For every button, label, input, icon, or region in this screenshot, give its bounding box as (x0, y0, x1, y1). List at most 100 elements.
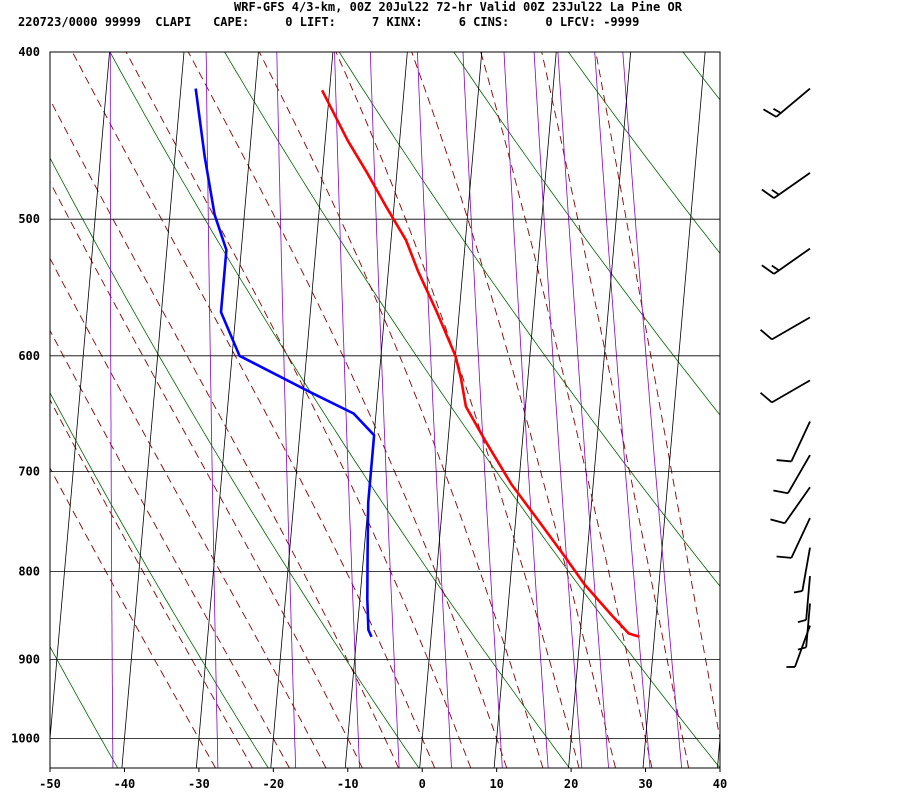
mixing-ratio-line (369, 52, 400, 768)
saturated-adiabat (71, 52, 436, 768)
wind-barb (761, 247, 811, 275)
x-tick-label: -30 (188, 777, 210, 791)
wind-barb-shaft (805, 603, 811, 648)
isotherm (493, 52, 557, 768)
wind-barb-shaft (790, 517, 811, 559)
temperature-line (320, 89, 640, 639)
wind-barb-shaft (775, 87, 811, 118)
wind-barb-feather (776, 555, 792, 559)
saturated-adiabat (258, 52, 544, 768)
wind-barb (770, 486, 811, 525)
dry-adiabat (224, 52, 720, 768)
dry-adiabat (50, 645, 119, 768)
mixing-ratio-line (594, 52, 651, 768)
wind-barb (761, 172, 811, 199)
mixing-ratio-line (462, 52, 503, 768)
y-tick-label: 600 (18, 349, 40, 363)
saturated-adiabat (480, 52, 653, 768)
wind-barb-shaft (771, 316, 811, 341)
wind-barb-shaft (771, 379, 811, 404)
saturated-adiabat (595, 52, 720, 742)
saturated-adiabat (187, 52, 508, 768)
saturated-adiabat (50, 98, 400, 768)
mixing-ratio-line (622, 52, 682, 768)
saturated-adiabat (411, 52, 616, 768)
wind-barb-shaft (801, 547, 811, 592)
sounding-series (194, 88, 640, 639)
y-tick-label: 900 (18, 653, 40, 667)
wind-barb-feather (763, 108, 777, 118)
wind-barb-shaft (773, 172, 811, 199)
isotherm (344, 52, 408, 768)
x-tick-label: 0 (419, 777, 426, 791)
saturated-adiabat (50, 329, 290, 768)
x-tick-label: -40 (114, 777, 136, 791)
wind-barb (776, 421, 811, 463)
x-tick-label: 20 (564, 777, 578, 791)
dry-adiabat (338, 52, 720, 587)
dry-adiabat (682, 52, 720, 101)
x-tick-label: 40 (713, 777, 727, 791)
y-tick-label: 1000 (11, 732, 40, 746)
mixing-ratio-line (109, 52, 114, 768)
mixing-ratio-line (334, 52, 360, 768)
saturated-adiabat (50, 467, 216, 768)
dry-adiabat (567, 52, 720, 254)
y-tick-label: 700 (18, 464, 40, 478)
saturated-adiabat (125, 52, 472, 768)
saturated-adiabat (335, 52, 580, 768)
wind-barb-feather (776, 459, 792, 463)
isotherm (50, 52, 110, 744)
isotherm (419, 52, 483, 768)
wind-barb-shaft (787, 454, 811, 494)
wind-barb-half-feather (771, 189, 780, 196)
wind-barb (793, 547, 811, 594)
wind-barb-feather (761, 188, 775, 199)
wind-barb-half-feather (797, 619, 807, 624)
isotherm (195, 52, 259, 768)
wind-barb (786, 625, 811, 668)
isotherm (121, 52, 185, 768)
dry-adiabat (50, 157, 420, 768)
saturated-adiabat (50, 181, 363, 768)
isotherm (270, 52, 334, 768)
saturated-adiabat (541, 52, 690, 768)
dry-adiabat (790, 43, 900, 768)
tick-labels: -50 -40 -30 -20 -10 0 10 20 30 40 400 500 600 700 800 9… (11, 45, 727, 791)
plot-frame (49, 51, 721, 769)
isotherm (568, 52, 632, 768)
isotherm (642, 52, 706, 768)
y-tick-label: 500 (18, 212, 40, 226)
wind-barb (759, 379, 811, 404)
wind-barb-half-feather (793, 590, 803, 594)
y-tick-label: 800 (18, 564, 40, 578)
wind-barb (797, 575, 811, 624)
header-title: WRF-GFS 4/3-km, 00Z 20Jul22 72-hr Valid … (234, 0, 682, 14)
dry-adiabat (109, 52, 570, 768)
wind-barb-shaft (794, 625, 811, 668)
wind-barb-half-feather (773, 108, 782, 114)
wind-barb-feather (759, 329, 773, 341)
wind-barb-feather (773, 489, 789, 495)
x-tick-label: -50 (39, 777, 61, 791)
x-tick-label: -10 (337, 777, 359, 791)
sounding-header: WRF-GFS 4/3-km, 00Z 20Jul22 72-hr Valid … (0, 0, 900, 34)
wind-barb-half-feather (771, 264, 780, 272)
header-indices: 220723/0000 99999 CLAPI CAPE: 0 LIFT: 7 … (18, 15, 640, 29)
x-tick-label: 10 (489, 777, 503, 791)
x-tick-label: -20 (262, 777, 284, 791)
mixing-ratio-line (276, 52, 296, 768)
wind-barb-shaft (805, 575, 811, 620)
wind-barb-feather (761, 264, 775, 275)
wind-barb-feather (759, 392, 773, 404)
mixing-ratio-line (503, 52, 549, 768)
wind-barb-shaft (790, 421, 811, 462)
isotherm (717, 733, 720, 768)
mixing-ratio-line (205, 52, 219, 768)
wind-barb (759, 316, 811, 341)
dry-adiabat (453, 52, 720, 416)
dry-adiabat (50, 391, 269, 768)
saturated-adiabat (50, 257, 327, 768)
wind-barb (763, 87, 811, 118)
wind-barb-feather (770, 518, 786, 525)
